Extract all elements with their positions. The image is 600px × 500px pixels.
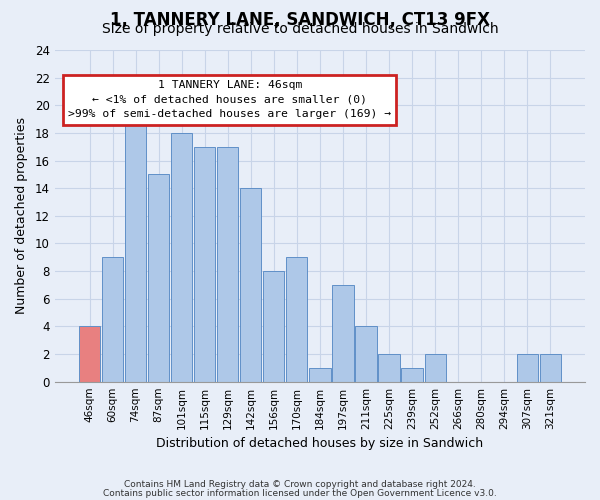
Bar [102,258,123,382]
Bar [379,354,400,382]
Text: Contains HM Land Registry data © Crown copyright and database right 2024.: Contains HM Land Registry data © Crown c… [124,480,476,489]
X-axis label: Distribution of detached houses by size in Sandwich: Distribution of detached houses by size … [157,437,484,450]
Bar [148,174,169,382]
Bar [171,133,192,382]
Bar [240,188,262,382]
Bar [310,368,331,382]
Bar [217,146,238,382]
Y-axis label: Number of detached properties: Number of detached properties [15,118,28,314]
Bar [332,285,353,382]
Text: Size of property relative to detached houses in Sandwich: Size of property relative to detached ho… [101,22,499,36]
Bar [79,326,100,382]
Text: 1, TANNERY LANE, SANDWICH, CT13 9FX: 1, TANNERY LANE, SANDWICH, CT13 9FX [110,11,490,29]
Bar [263,271,284,382]
Bar [194,146,215,382]
Bar [425,354,446,382]
Bar [540,354,561,382]
Text: 1 TANNERY LANE: 46sqm
← <1% of detached houses are smaller (0)
>99% of semi-deta: 1 TANNERY LANE: 46sqm ← <1% of detached … [68,80,391,120]
Bar [517,354,538,382]
Bar [401,368,422,382]
Bar [125,106,146,382]
Bar [355,326,377,382]
Bar [286,258,307,382]
Text: Contains public sector information licensed under the Open Government Licence v3: Contains public sector information licen… [103,488,497,498]
